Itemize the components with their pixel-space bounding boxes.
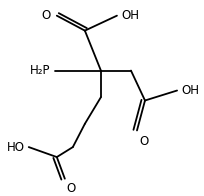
Text: H₂P: H₂P <box>30 64 51 77</box>
Text: OH: OH <box>181 84 199 97</box>
Text: O: O <box>67 182 76 195</box>
Text: O: O <box>42 9 51 22</box>
Text: O: O <box>139 135 148 148</box>
Text: HO: HO <box>7 141 25 154</box>
Text: OH: OH <box>121 9 139 22</box>
